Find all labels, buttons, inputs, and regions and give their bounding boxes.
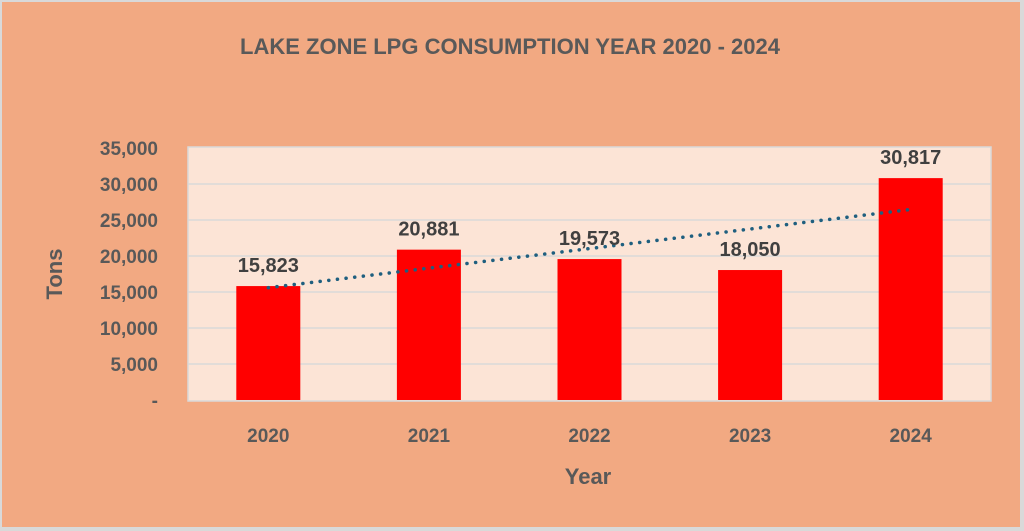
y-tick-label: 15,000	[100, 283, 158, 304]
bar	[236, 286, 301, 400]
y-axis-ticks: - 5,000 10,000 15,000 20,000 25,000 30,000 35,0…	[100, 139, 158, 412]
x-axis-label: Year	[565, 464, 612, 489]
y-tick-label: 5,000	[110, 355, 158, 376]
y-tick-label: 30,000	[100, 175, 158, 196]
x-tick-label: 2023	[729, 426, 771, 447]
data-label: 15,823	[238, 255, 299, 277]
bars	[236, 178, 943, 400]
bar	[396, 249, 461, 400]
y-tick-label: 20,000	[100, 247, 158, 268]
y-tick-label: 35,000	[100, 139, 158, 160]
chart-title: LAKE ZONE LPG CONSUMPTION YEAR 2020 - 20…	[240, 34, 781, 59]
y-tick-label: -	[152, 391, 158, 412]
x-tick-label: 2020	[247, 426, 289, 447]
y-tick-label: 10,000	[100, 319, 158, 340]
trendline-path	[266, 207, 913, 290]
data-label: 20,881	[398, 219, 459, 241]
y-tick-label: 25,000	[100, 211, 158, 232]
x-tick-label: 2022	[568, 426, 610, 447]
x-axis-ticks: 2020 2021 2022 2023 2024	[247, 426, 932, 447]
bar	[878, 178, 943, 400]
bar	[718, 270, 783, 400]
y-axis-label: Tons	[42, 249, 67, 300]
data-label: 30,817	[880, 147, 941, 169]
data-label: 19,573	[559, 228, 620, 250]
x-tick-label: 2024	[890, 426, 933, 447]
bar	[557, 259, 622, 400]
trendline	[266, 207, 913, 290]
data-label: 18,050	[720, 239, 781, 261]
x-tick-label: 2021	[408, 426, 451, 447]
data-labels: 15,823 20,881 19,573 18,050 30,817	[238, 147, 942, 277]
